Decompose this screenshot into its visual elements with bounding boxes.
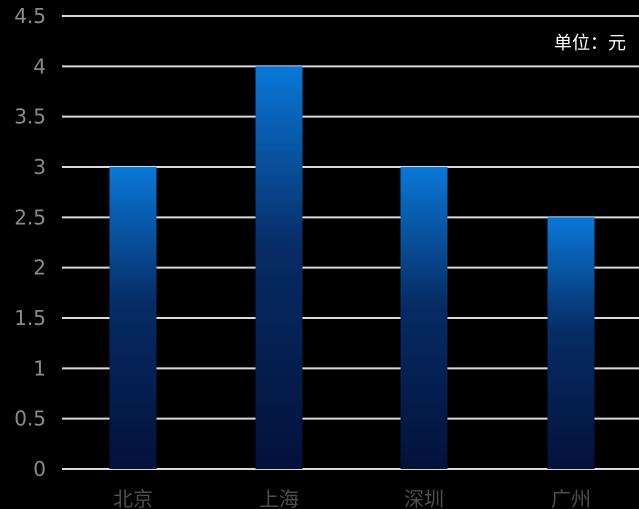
x-category-label: 上海 — [259, 487, 299, 509]
bar-1 — [109, 167, 157, 469]
y-axis-ticks: 0 0.5 1 1.5 2 2.5 3 3.5 4 4.5 — [14, 4, 46, 481]
y-tick-label: 4.5 — [14, 4, 46, 28]
x-axis-categories: 北京 上海 深圳 广州 — [113, 487, 591, 509]
bar-3 — [400, 167, 448, 469]
y-tick-label: 1.5 — [14, 306, 46, 330]
x-category-label: 北京 — [113, 487, 153, 509]
y-tick-label: 3 — [33, 155, 46, 179]
y-tick-label: 2 — [33, 256, 46, 280]
gridlines — [62, 15, 639, 470]
y-tick-label: 2.5 — [14, 205, 46, 229]
y-tick-label: 4 — [33, 54, 46, 78]
y-tick-label: 0 — [33, 457, 46, 481]
unit-label: 单位：元 — [554, 33, 626, 54]
bar-2 — [255, 66, 303, 469]
y-tick-label: 3.5 — [14, 105, 46, 129]
y-tick-label: 1 — [33, 356, 46, 380]
bar-4 — [547, 217, 595, 469]
y-tick-label: 0.5 — [14, 407, 46, 431]
x-category-label: 深圳 — [404, 487, 444, 509]
bars — [109, 66, 595, 469]
x-category-label: 广州 — [551, 487, 591, 509]
